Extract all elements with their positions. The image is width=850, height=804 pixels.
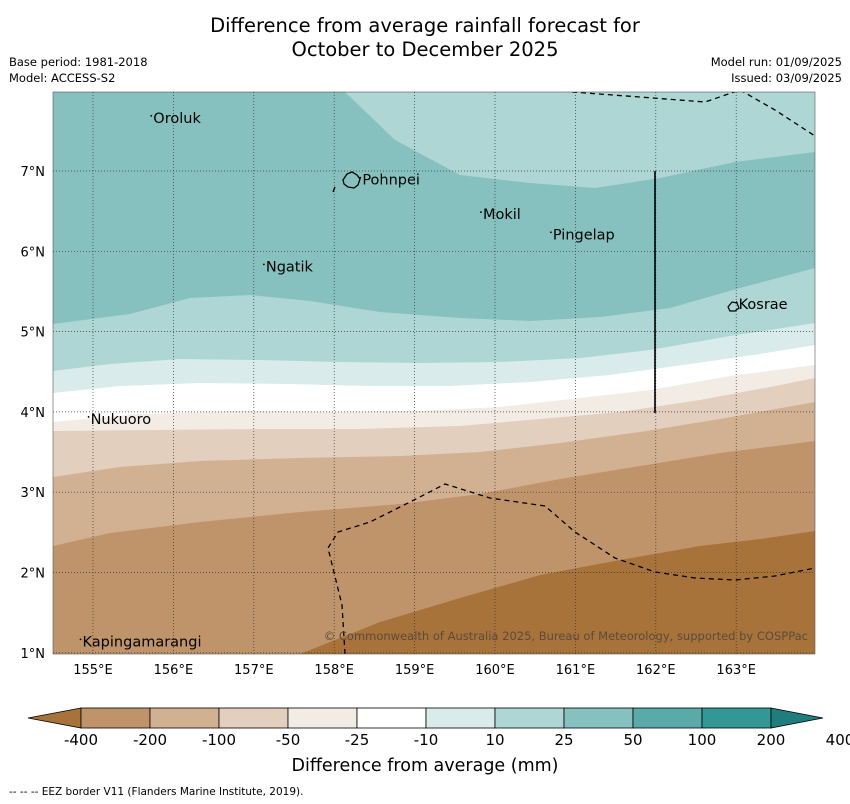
model-run-label: Model run: 01/09/2025: [710, 55, 842, 69]
colorbar-segment: [563, 707, 634, 729]
colorbar-extend-high: [770, 707, 824, 729]
band-25-50-north: [345, 92, 815, 188]
longitude-tick-label: 159°E: [395, 663, 435, 678]
longitude-tick-label: 161°E: [556, 663, 596, 678]
colorbar-label: -200: [133, 731, 167, 749]
place-label: Kosrae: [739, 297, 788, 313]
longitude-tick-label: 162°E: [636, 663, 676, 678]
longitude-tick-label: 157°E: [234, 663, 274, 678]
place-marker: [150, 114, 153, 117]
eez-border-fragment: [332, 186, 336, 193]
longitude-tick-label: 155°E: [73, 663, 113, 678]
colorbar-label: 400: [826, 731, 850, 749]
colorbar-label: -400: [64, 731, 98, 749]
place-label: Kapingamarangi: [83, 634, 202, 650]
colorbar-segment: [218, 707, 289, 729]
latitude-tick-label: 2°N: [21, 567, 46, 582]
latitude-tick-label: 3°N: [21, 486, 46, 501]
place-marker: [480, 211, 482, 214]
colorbar-label: 10: [485, 731, 504, 749]
place-marker: [262, 263, 265, 266]
colorbar-label: -100: [202, 731, 236, 749]
colorbar-segment: [494, 707, 565, 729]
eez-border-south: [327, 483, 815, 654]
eez-borders: [327, 92, 815, 654]
place-label: Pingelap: [553, 227, 615, 243]
issued-label: Issued: 03/09/2025: [731, 71, 842, 85]
latitude-tick-label: 1°N: [21, 647, 46, 662]
place-label: Oroluk: [153, 111, 201, 127]
place-label: Mokil: [483, 207, 521, 223]
colorbar-segment: [632, 707, 703, 729]
copyright-notice: © Commonwealth of Australia 2025, Bureau…: [324, 629, 808, 643]
place-marker: [549, 231, 552, 234]
place-label: Nukuoro: [91, 412, 152, 428]
colorbar-label: 100: [688, 731, 717, 749]
rainfall-anomaly-bands: [53, 92, 815, 654]
colorbar-label: -25: [345, 731, 370, 749]
colorbar-label: -50: [276, 731, 301, 749]
base-period-label: Base period: 1981-2018: [9, 55, 148, 69]
place-label: Pohnpei: [362, 173, 420, 189]
model-label: Model: ACCESS-S2: [9, 71, 116, 85]
latitude-tick-label: 6°N: [21, 245, 46, 260]
eez-border-north: [571, 92, 737, 103]
eez-footnote: -- -- -- EEZ border V11 (Flanders Marine…: [9, 786, 304, 798]
colorbar-title: Difference from average (mm): [291, 756, 559, 776]
eez-border-northeast: [742, 92, 815, 137]
colorbar-label: 200: [757, 731, 786, 749]
colorbar-segment: [356, 707, 427, 729]
latitude-tick-label: 5°N: [21, 326, 46, 341]
kosrae-island-outline: [727, 301, 740, 312]
map-title-line-2: October to December 2025: [291, 38, 559, 61]
latitude-tick-label: 7°N: [21, 165, 46, 180]
longitude-tick-label: 156°E: [154, 663, 194, 678]
colorbar-extend-low: [27, 707, 82, 729]
latitude-tick-label: 4°N: [21, 406, 46, 421]
place-marker: [359, 176, 362, 179]
longitude-tick-label: 158°E: [314, 663, 354, 678]
colorbar-label: -10: [414, 731, 439, 749]
colorbar-segment: [701, 707, 772, 729]
plot-frame: [52, 91, 816, 655]
colorbar-label: 25: [554, 731, 573, 749]
lat-lon-grid: [53, 92, 815, 654]
band-minus400-minus200: [300, 531, 815, 654]
axis-tick-labels: 155°E 156°E 157°E 158°E 159°E 160°E 161°E 162°E…: [21, 165, 756, 678]
place-label: Ngatik: [266, 259, 314, 275]
colorbar-segment: [425, 707, 496, 729]
colorbar-label: 50: [623, 731, 642, 749]
longitude-tick-label: 163°E: [716, 663, 756, 678]
place-marker: [87, 416, 90, 418]
map-title-line-1: Difference from average rainfall forecas…: [210, 14, 640, 37]
longitude-tick-label: 160°E: [475, 663, 515, 678]
pohnpei-island-outline: [342, 171, 361, 189]
colorbar-segment: [80, 707, 151, 729]
colorbar-segment: [149, 707, 220, 729]
colorbar: -400 -200 -100 -50 -25 -10 10 25 50 100 200 400: [27, 707, 850, 749]
place-marker: [735, 301, 738, 304]
place-labels: Oroluk Pohnpei Mokil Pingelap Ngatik Kosrae Nu…: [79, 111, 788, 650]
colorbar-segment: [287, 707, 358, 729]
place-marker: [79, 638, 82, 641]
